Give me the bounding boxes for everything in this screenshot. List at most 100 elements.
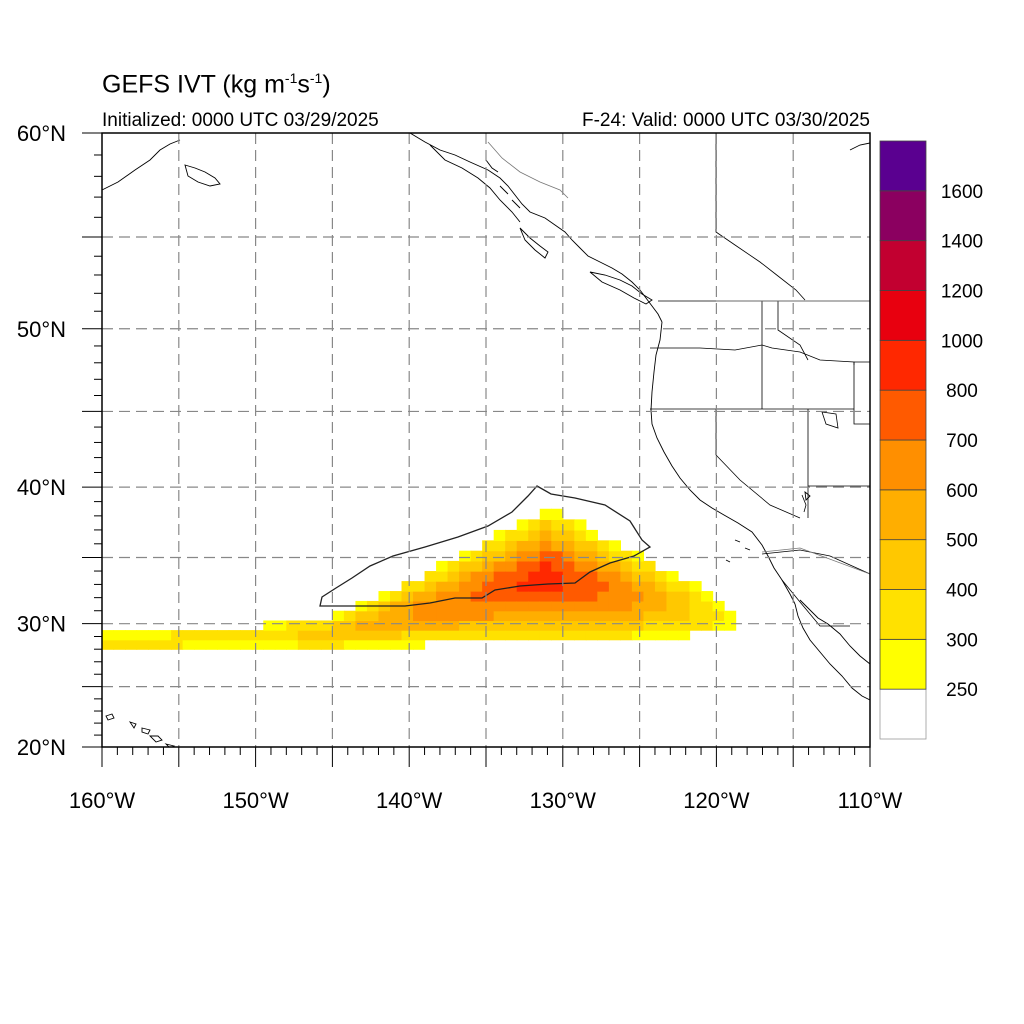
initialized-time: Initialized: 0000 UTC 03/29/2025: [102, 110, 379, 131]
ivt-cell: [551, 600, 564, 612]
ivt-cell: [493, 610, 506, 622]
ivt-cell: [378, 630, 391, 641]
ivt-cell: [470, 560, 483, 572]
ivt-cell: [309, 639, 322, 650]
ivt-cell: [528, 560, 541, 572]
lat-tick-label: 60°N: [17, 121, 66, 146]
ivt-cell: [643, 630, 656, 641]
ivt-cell: [528, 630, 541, 641]
ivt-cell: [643, 610, 656, 622]
ivt-cell: [631, 591, 645, 602]
ivt-cell: [562, 630, 575, 641]
ivt-cell: [551, 508, 564, 520]
ivt-cell: [562, 529, 575, 541]
colorbar-label: 300: [946, 630, 978, 651]
ivt-cell: [413, 600, 426, 612]
ivt-cell: [608, 540, 621, 552]
ivt-cell: [401, 581, 414, 592]
ivt-cell: [366, 630, 380, 641]
ivt-cell: [459, 610, 472, 622]
ivt-cell: [574, 591, 587, 602]
ivt-cell: [701, 610, 714, 622]
ivt-cell: [608, 630, 621, 641]
ivt-cell: [424, 630, 437, 641]
ivt-cell: [447, 571, 460, 582]
ivt-cell: [505, 610, 518, 622]
ivt-cell: [505, 600, 518, 612]
ivt-cell: [505, 591, 518, 602]
ivt-cell: [539, 560, 552, 572]
ivt-cell: [597, 581, 610, 592]
ivt-cell: [459, 560, 472, 572]
ivt-cell: [678, 630, 691, 641]
ivt-cell: [378, 639, 391, 650]
ivt-cell: [343, 639, 357, 650]
ivt-cell: [459, 620, 472, 631]
chart-title: GEFS IVT (kg m-1s-1): [102, 70, 331, 99]
ivt-cell: [378, 620, 391, 631]
ivt-cell: [608, 600, 621, 612]
lat-tick-label: 20°N: [17, 735, 66, 760]
ivt-cell: [493, 529, 506, 541]
ivt-cell: [263, 639, 276, 650]
ivt-cell: [493, 630, 506, 641]
ivt-cell: [539, 610, 552, 622]
ivt-cell: [539, 600, 552, 612]
colorbar-label: 600: [946, 481, 978, 502]
lon-tick-label: 140°W: [376, 788, 443, 813]
ivt-cell: [482, 630, 495, 641]
ivt-cell: [505, 560, 518, 572]
ivt-cell: [597, 600, 610, 612]
ivt-cell: [424, 571, 437, 582]
ivt-cell: [217, 639, 230, 650]
ivt-cell: [528, 540, 541, 552]
ivt-cell: [482, 600, 495, 612]
ivt-cell: [459, 630, 472, 641]
axis-ticks: [82, 132, 871, 767]
ivt-cell: [539, 529, 552, 541]
ivt-cell: [712, 620, 725, 631]
ivt-cell: [631, 620, 645, 631]
colorbar-swatch: [879, 539, 927, 590]
ivt-cell: [332, 639, 345, 650]
ivt-cell: [666, 600, 679, 612]
ivt-cell: [562, 571, 575, 582]
ivt-cell: [562, 540, 575, 552]
ivt-cell: [355, 610, 368, 622]
ivt-cell: [516, 550, 529, 562]
ivt-cell: [585, 581, 598, 592]
ivt-cell: [574, 540, 587, 552]
ivt-cell: [701, 620, 714, 631]
ivt-cell: [701, 600, 714, 612]
ivt-cell: [539, 571, 552, 582]
ivt-cell: [654, 571, 668, 582]
ivt-cell: [585, 600, 598, 612]
colorbar-label: 800: [946, 381, 978, 402]
ivt-cell: [366, 610, 380, 622]
ivt-cell: [562, 560, 575, 572]
ivt-cell: [585, 540, 598, 552]
ivt-cell: [436, 581, 449, 592]
lon-tick-label: 120°W: [683, 788, 750, 813]
lat-tick-label: 40°N: [17, 475, 66, 500]
ivt-cell: [539, 591, 552, 602]
ivt-cell: [724, 620, 737, 631]
ivt-cell: [424, 620, 437, 631]
ivt-cell: [493, 581, 506, 592]
ivt-cell: [631, 550, 645, 562]
ivt-cell: [516, 600, 529, 612]
ivt-cell: [332, 610, 345, 622]
ivt-cell: [505, 581, 518, 592]
ivt-cell: [136, 639, 149, 650]
ivt-cell: [597, 550, 610, 562]
lat-tick-label: 50°N: [17, 317, 66, 342]
ivt-cell: [528, 600, 541, 612]
ivt-cell: [482, 560, 495, 572]
ivt-cell: [205, 630, 218, 641]
ivt-cell: [240, 639, 253, 650]
ivt-cell: [424, 600, 437, 612]
ivt-cell: [666, 581, 679, 592]
ivt-cell: [516, 529, 529, 541]
ivt-cell: [620, 620, 633, 631]
ivt-cell: [701, 591, 714, 602]
